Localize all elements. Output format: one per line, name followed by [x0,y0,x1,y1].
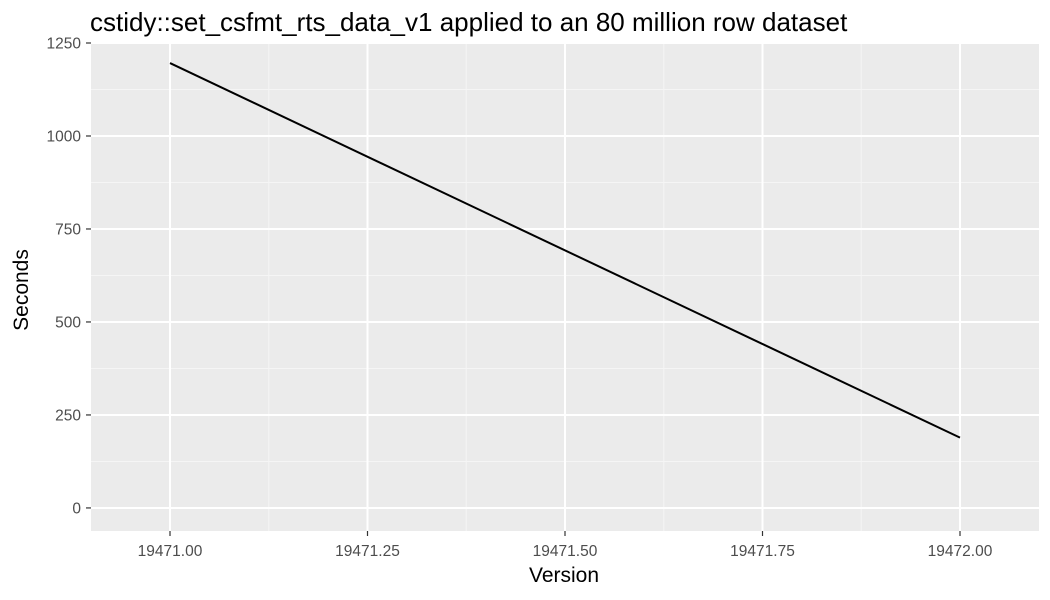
y-axis: 0 250 500 750 1000 1250 [47,36,91,517]
y-tick-label: 1000 [47,128,82,145]
x-axis-title: Version [529,564,599,587]
y-axis-title: Seconds [10,249,33,331]
grid-major [91,42,1039,531]
x-tick-label: 19471.00 [138,543,203,560]
x-tick-label: 19471.50 [533,543,598,560]
y-tick-label: 500 [55,314,81,331]
y-tick-label: 0 [72,500,81,517]
y-tick-label: 250 [55,407,81,424]
x-axis: 19471.00 19471.25 19471.50 19471.75 19472.00 [138,531,993,560]
x-tick-label: 19471.25 [335,543,400,560]
y-tick-label: 750 [55,221,81,238]
y-tick-label: 1250 [47,36,82,53]
series-layer [169,62,961,439]
series-line [169,62,961,439]
x-tick-label: 19472.00 [928,543,993,560]
chart-title: cstidy::set_csfmt_rts_data_v1 applied to… [90,7,848,37]
x-tick-label: 19471.75 [730,543,795,560]
